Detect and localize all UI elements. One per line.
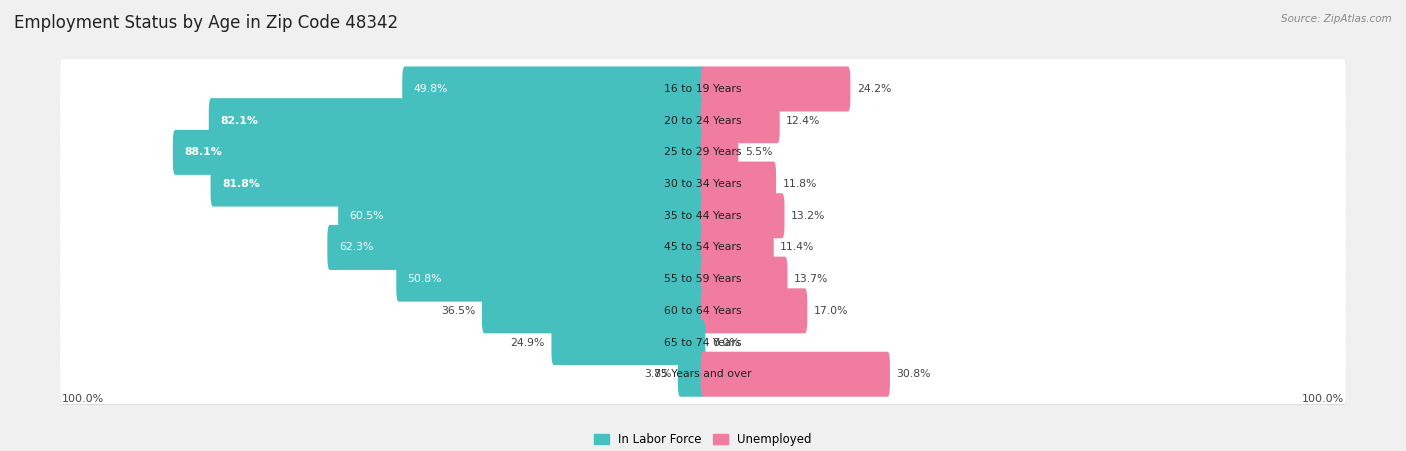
Text: 100.0%: 100.0% <box>62 394 104 404</box>
Text: 60.5%: 60.5% <box>350 211 384 221</box>
FancyBboxPatch shape <box>700 257 787 302</box>
FancyBboxPatch shape <box>700 98 780 143</box>
FancyBboxPatch shape <box>60 313 1346 373</box>
Text: 11.8%: 11.8% <box>783 179 817 189</box>
Text: 45 to 54 Years: 45 to 54 Years <box>664 243 742 253</box>
FancyBboxPatch shape <box>60 217 1346 278</box>
FancyBboxPatch shape <box>60 186 1346 246</box>
FancyBboxPatch shape <box>60 154 1346 214</box>
Text: 24.9%: 24.9% <box>510 337 546 348</box>
Legend: In Labor Force, Unemployed: In Labor Force, Unemployed <box>595 433 811 446</box>
FancyBboxPatch shape <box>60 186 1346 246</box>
FancyBboxPatch shape <box>700 288 807 333</box>
Text: 11.4%: 11.4% <box>780 243 814 253</box>
Text: 17.0%: 17.0% <box>814 306 848 316</box>
Text: 62.3%: 62.3% <box>339 243 373 253</box>
FancyBboxPatch shape <box>60 217 1346 277</box>
FancyBboxPatch shape <box>60 59 1346 119</box>
Text: 50.8%: 50.8% <box>408 274 441 284</box>
FancyBboxPatch shape <box>402 66 706 111</box>
Text: 5.5%: 5.5% <box>745 147 772 157</box>
FancyBboxPatch shape <box>208 98 706 143</box>
FancyBboxPatch shape <box>60 91 1346 151</box>
FancyBboxPatch shape <box>60 344 1346 404</box>
Text: 13.2%: 13.2% <box>792 211 825 221</box>
FancyBboxPatch shape <box>700 352 890 397</box>
FancyBboxPatch shape <box>60 281 1346 341</box>
Text: 24.2%: 24.2% <box>858 84 891 94</box>
Text: 30 to 34 Years: 30 to 34 Years <box>664 179 742 189</box>
Text: 12.4%: 12.4% <box>786 115 821 126</box>
Text: 0.0%: 0.0% <box>711 337 740 348</box>
Text: 81.8%: 81.8% <box>222 179 260 189</box>
Text: 55 to 59 Years: 55 to 59 Years <box>664 274 742 284</box>
FancyBboxPatch shape <box>60 249 1346 310</box>
Text: Employment Status by Age in Zip Code 48342: Employment Status by Age in Zip Code 483… <box>14 14 398 32</box>
Text: 65 to 74 Years: 65 to 74 Years <box>664 337 742 348</box>
FancyBboxPatch shape <box>700 130 738 175</box>
Text: 16 to 19 Years: 16 to 19 Years <box>664 84 742 94</box>
Text: 88.1%: 88.1% <box>184 147 222 157</box>
FancyBboxPatch shape <box>396 257 706 302</box>
FancyBboxPatch shape <box>60 281 1346 341</box>
Text: 35 to 44 Years: 35 to 44 Years <box>664 211 742 221</box>
Text: 20 to 24 Years: 20 to 24 Years <box>664 115 742 126</box>
FancyBboxPatch shape <box>60 59 1346 120</box>
FancyBboxPatch shape <box>60 91 1346 151</box>
FancyBboxPatch shape <box>551 320 706 365</box>
FancyBboxPatch shape <box>60 344 1346 405</box>
FancyBboxPatch shape <box>339 193 706 238</box>
Text: 36.5%: 36.5% <box>441 306 475 316</box>
FancyBboxPatch shape <box>700 225 773 270</box>
Text: 100.0%: 100.0% <box>1302 394 1344 404</box>
FancyBboxPatch shape <box>700 66 851 111</box>
FancyBboxPatch shape <box>678 352 706 397</box>
Text: Source: ZipAtlas.com: Source: ZipAtlas.com <box>1281 14 1392 23</box>
FancyBboxPatch shape <box>60 122 1346 182</box>
FancyBboxPatch shape <box>60 313 1346 373</box>
FancyBboxPatch shape <box>60 122 1346 183</box>
Text: 30.8%: 30.8% <box>897 369 931 379</box>
FancyBboxPatch shape <box>482 288 706 333</box>
FancyBboxPatch shape <box>700 161 776 207</box>
Text: 13.7%: 13.7% <box>794 274 828 284</box>
FancyBboxPatch shape <box>211 161 706 207</box>
FancyBboxPatch shape <box>60 154 1346 215</box>
Text: 49.8%: 49.8% <box>413 84 449 94</box>
Text: 60 to 64 Years: 60 to 64 Years <box>664 306 742 316</box>
Text: 25 to 29 Years: 25 to 29 Years <box>664 147 742 157</box>
Text: 3.8%: 3.8% <box>644 369 671 379</box>
Text: 75 Years and over: 75 Years and over <box>654 369 752 379</box>
FancyBboxPatch shape <box>173 130 706 175</box>
FancyBboxPatch shape <box>700 193 785 238</box>
Text: 82.1%: 82.1% <box>221 115 259 126</box>
FancyBboxPatch shape <box>328 225 706 270</box>
FancyBboxPatch shape <box>60 249 1346 309</box>
